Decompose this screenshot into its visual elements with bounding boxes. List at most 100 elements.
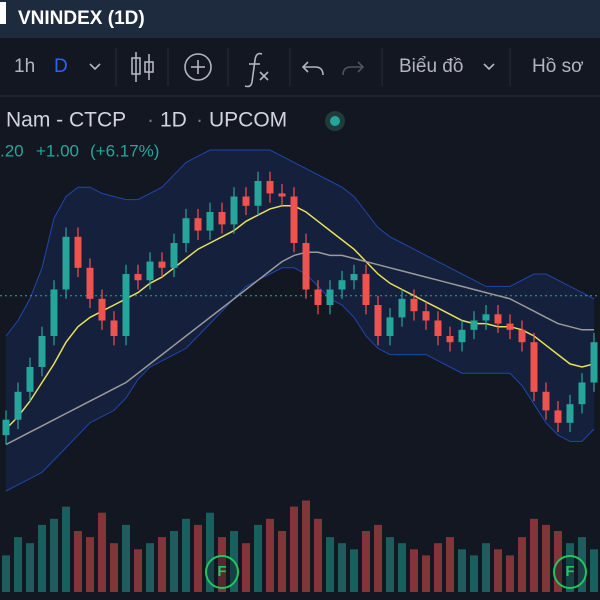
plot [0,149,600,592]
function-button[interactable] [244,52,269,88]
volume-bar [506,555,514,592]
volume-bar [206,512,214,592]
volume-bar [254,524,262,592]
status-dot [330,116,340,126]
volume-bar [110,543,118,592]
candle-body [98,298,106,321]
candle-body [422,311,430,321]
undo-button[interactable] [301,61,324,76]
profile-menu[interactable]: Hồ sơ [532,56,584,77]
candle-body [566,404,574,423]
candle-body [398,298,406,318]
volume-bar [350,549,358,592]
redo-button[interactable] [342,61,365,76]
volume-bar [326,537,334,592]
candle-body [446,336,454,343]
candle-body [518,329,526,343]
volume-bar [494,549,502,592]
candle-body [26,367,34,392]
candle-body [110,320,118,336]
volume-bar [98,512,106,592]
volume-bar [218,537,226,592]
candle-body [386,317,394,336]
volume-bar [194,524,202,592]
volume-bar [422,555,430,592]
candle-body [506,323,514,330]
indicator-add-button[interactable] [184,53,212,81]
candle-body [182,218,190,243]
interval-button[interactable]: 1h [14,56,35,77]
candle-type-button[interactable] [131,52,154,82]
volume-bar [458,549,466,592]
candle-body [230,196,238,225]
candle-body [242,196,250,206]
legend-dot: · [196,109,203,132]
candle-body [146,261,154,281]
candle-body [86,267,94,299]
volume-bar [314,518,322,592]
volume-bar [470,555,478,592]
volume-bar [410,549,418,592]
candle-body [278,193,286,197]
volume-bar [482,543,490,592]
legend-dot: · [147,109,154,132]
candle-body [2,419,10,436]
band-lower [5,267,595,492]
candle-body [374,305,382,336]
period-button[interactable]: D [54,56,68,77]
candle-body [590,342,598,383]
volume-bar [302,500,310,592]
candle-body [290,196,298,243]
chart-menu-dropdown[interactable] [483,63,495,71]
candle-body [338,280,346,290]
title-bar [0,0,600,38]
candle-body [350,274,358,281]
candle-body [170,243,178,268]
volume-bar [2,555,10,592]
volume-bar [434,543,442,592]
candle-body [50,289,58,336]
title: VNINDEX (1D) [18,8,145,29]
event-marker [205,555,239,589]
volume-bar [86,537,94,592]
volume-bar [122,524,130,592]
band-upper [5,149,595,337]
candle-body [62,236,70,290]
volume-bar [578,537,586,592]
candle-body [314,289,322,305]
candle-body [206,212,214,231]
volume-bar [398,543,406,592]
volume-bar [338,543,346,592]
volume-bar [386,537,394,592]
volume-bar [266,518,274,592]
volume-bar [242,543,250,592]
candle-body [254,181,262,206]
candle-body [218,212,226,225]
change: +1.00 [36,141,79,160]
resolution: 1D [160,109,187,132]
candle-body [38,336,46,367]
volume-bar [170,531,178,592]
event-label: F [217,563,226,580]
volume-bar [290,506,298,592]
candle-body [554,410,562,423]
volume-bar [182,518,190,592]
moving-average [5,251,594,446]
band-fill [6,150,594,491]
candle-body [122,274,130,336]
candle-body [542,391,550,411]
candle-body [458,329,466,343]
candle-body [74,236,82,268]
volume-bar [374,524,382,592]
volume-bar [530,518,538,592]
volume-bar [38,524,46,592]
volume-bar [566,543,574,592]
period-dropdown[interactable] [89,63,101,71]
candle-body [434,320,442,336]
volume-bar [146,543,154,592]
chart-menu[interactable]: Biểu đồ [399,56,463,77]
candle-body [362,274,370,305]
candle-body [494,314,502,324]
volume-bar [542,524,550,592]
volume-bar [446,537,454,592]
